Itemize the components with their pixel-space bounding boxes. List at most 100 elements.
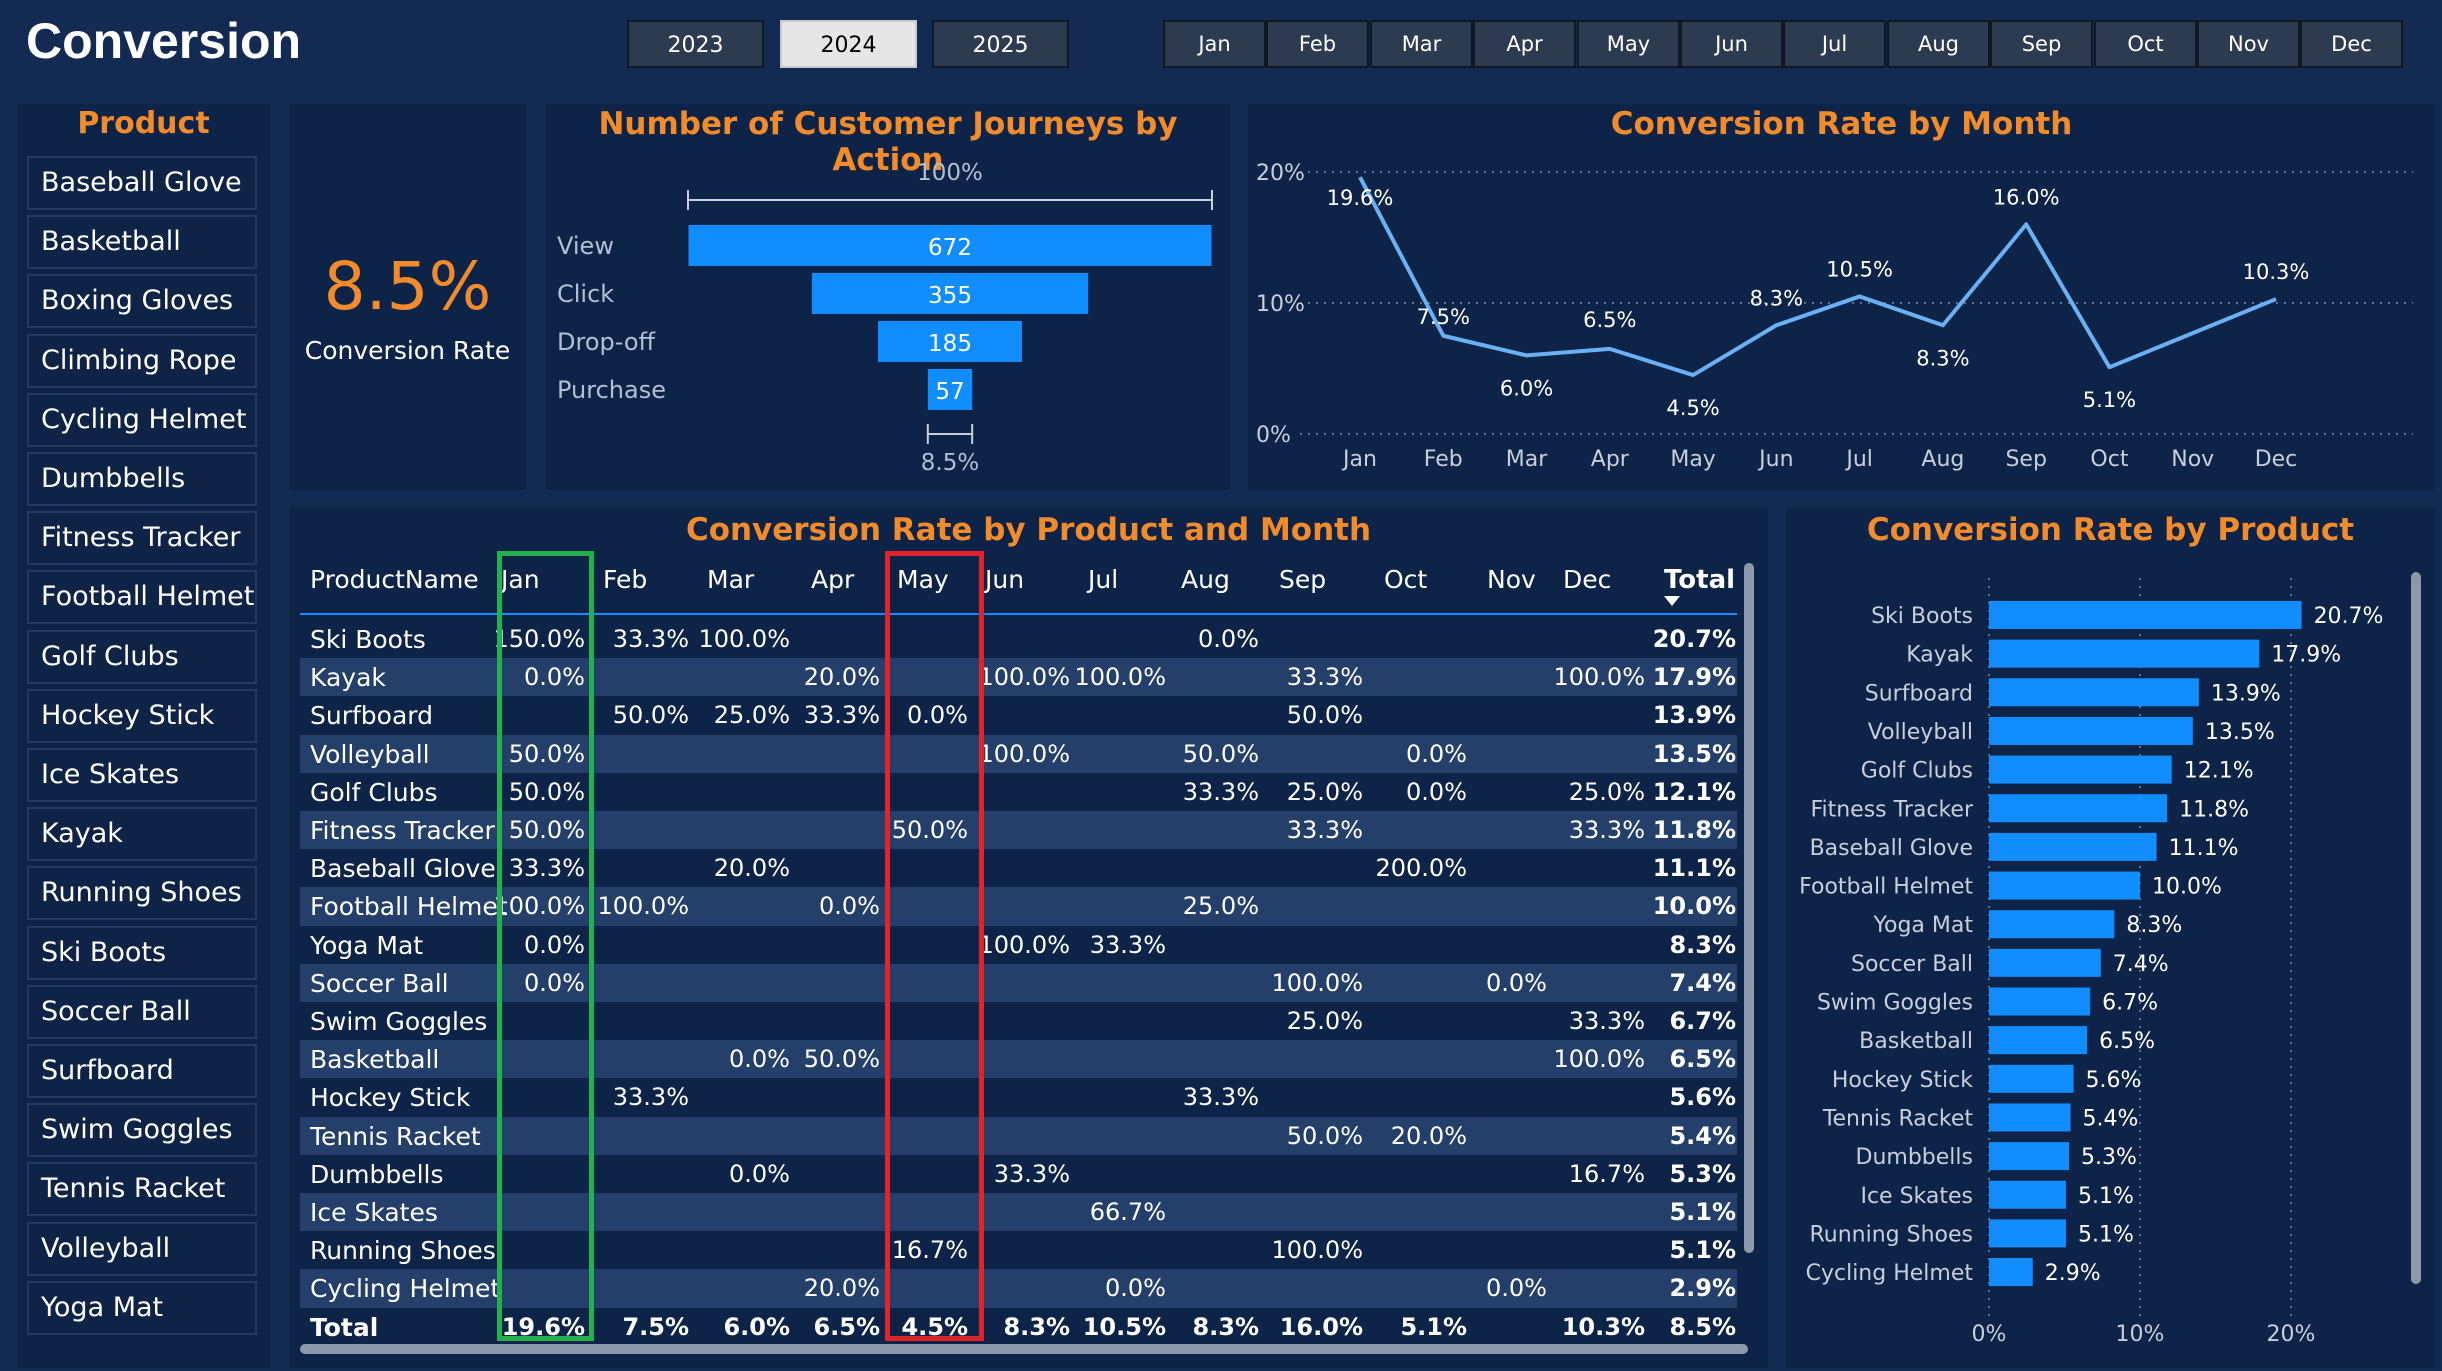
slicer-item-tennis-racket[interactable]: Tennis Racket (27, 1162, 257, 1216)
slicer-item-running-shoes[interactable]: Running Shoes (27, 866, 257, 920)
matrix-cell: 33.3% (1568, 1007, 1645, 1035)
matrix-cell: 100.0% (1271, 1236, 1363, 1265)
matrix-row-label[interactable]: Basketball (310, 1045, 440, 1075)
matrix-row-label[interactable]: Ski Boots (310, 625, 426, 654)
slicer-item-fitness-tracker[interactable]: Fitness Tracker (27, 511, 257, 565)
matrix-cell: 25.0% (1568, 777, 1645, 806)
slicer-item-yoga-mat[interactable]: Yoga Mat (27, 1281, 257, 1335)
funnel-stage-label: Drop-off (557, 328, 656, 356)
year-button-2025[interactable]: 2025 (932, 20, 1069, 68)
slicer-item-dumbbells[interactable]: Dumbbells (27, 452, 257, 506)
matrix-row-label[interactable]: Volleyball (310, 739, 430, 769)
matrix-row-label[interactable]: Cycling Helmet (310, 1274, 501, 1304)
matrix-row-label[interactable]: Dumbbells (310, 1159, 444, 1189)
slicer-item-kayak[interactable]: Kayak (27, 807, 257, 861)
matrix-row-label[interactable]: Running Shoes (310, 1236, 496, 1266)
matrix-row-label[interactable]: Baseball Glove (310, 854, 496, 884)
bar-data-label: 5.4% (2083, 1106, 2139, 1131)
year-button-2024[interactable]: 2024 (780, 20, 917, 68)
bar-data-label: 12.1% (2184, 759, 2254, 784)
sort-desc-icon[interactable] (1664, 596, 1680, 606)
matrix-total-cell: 10.3% (1561, 1312, 1645, 1341)
matrix-header-may: May (897, 565, 949, 594)
matrix-header-total: Total (1664, 565, 1736, 595)
line-data-label: 10.3% (2243, 260, 2310, 284)
matrix-header-oct: Oct (1384, 565, 1428, 594)
matrix-cell: 5.1% (1669, 1236, 1736, 1265)
matrix-header-jun: Jun (985, 565, 1025, 594)
matrix-row-label[interactable]: Fitness Tracker (310, 816, 495, 845)
bar-category-label: Football Helmet (1799, 875, 1973, 900)
slicer-item-ski-boots[interactable]: Ski Boots (27, 926, 257, 980)
month-button-jun[interactable]: Jun (1680, 20, 1783, 68)
month-button-aug[interactable]: Aug (1887, 20, 1990, 68)
slicer-item-cycling-helmet[interactable]: Cycling Helmet (27, 393, 257, 447)
matrix-row-label[interactable]: Tennis Racket (310, 1121, 481, 1151)
matrix-vertical-scrollbar[interactable] (1744, 563, 1754, 1253)
bar-category-label: Yoga Mat (1872, 913, 1973, 938)
matrix-total-cell: 10.5% (1082, 1312, 1166, 1341)
bar-cycling-helmet (1989, 1258, 2033, 1287)
matrix-cell: 33.3% (1568, 816, 1645, 844)
bar-category-label: Soccer Ball (1851, 952, 1973, 977)
matrix-row-label[interactable]: Swim Goggles (310, 1007, 488, 1036)
month-button-jul[interactable]: Jul (1783, 20, 1886, 68)
month-button-jan[interactable]: Jan (1163, 20, 1266, 68)
matrix-cell: 33.3% (612, 625, 689, 653)
line-data-label: 6.0% (1500, 376, 1553, 400)
matrix-row-label[interactable]: Kayak (310, 663, 386, 693)
line-x-tick-label: Dec (2255, 447, 2298, 472)
slicer-item-surfboard[interactable]: Surfboard (27, 1044, 257, 1098)
slicer-item-hockey-stick[interactable]: Hockey Stick (27, 689, 257, 743)
matrix-row-band (300, 963, 1737, 1002)
matrix-cell: 12.1% (1652, 777, 1736, 806)
bar-chart-scrollbar[interactable] (2411, 572, 2421, 1284)
bar-category-label: Cycling Helmet (1806, 1261, 1974, 1286)
month-button-sep[interactable]: Sep (1990, 20, 2093, 68)
matrix-total-cell: 19.6% (501, 1312, 585, 1341)
slicer-item-baseball-glove[interactable]: Baseball Glove (27, 156, 257, 210)
bar-data-label: 6.7% (2102, 991, 2158, 1016)
matrix-row-label[interactable]: Soccer Ball (310, 968, 449, 998)
matrix-cell: 33.3% (1182, 1083, 1259, 1112)
line-data-label: 4.5% (1666, 396, 1719, 420)
matrix-row-label[interactable]: Yoga Mat (310, 930, 424, 960)
slicer-item-boxing-gloves[interactable]: Boxing Gloves (27, 274, 257, 328)
year-button-2023[interactable]: 2023 (627, 20, 764, 68)
month-button-feb[interactable]: Feb (1266, 20, 1369, 68)
month-button-mar[interactable]: Mar (1370, 20, 1473, 68)
matrix-header-nov: Nov (1487, 565, 1536, 594)
month-button-oct[interactable]: Oct (2094, 20, 2197, 68)
line-data-label: 8.3% (1750, 286, 1803, 310)
slicer-item-swim-goggles[interactable]: Swim Goggles (27, 1103, 257, 1157)
matrix-row-label[interactable]: Golf Clubs (310, 777, 438, 807)
matrix-row-label[interactable]: Hockey Stick (310, 1083, 471, 1113)
line-x-tick-label: Sep (2005, 447, 2046, 472)
matrix-horizontal-scrollbar[interactable] (300, 1344, 1748, 1354)
slicer-item-football-helmet[interactable]: Football Helmet (27, 570, 257, 624)
bar-data-label: 13.9% (2211, 681, 2281, 706)
matrix-row-label[interactable]: Surfboard (310, 701, 433, 731)
month-button-apr[interactable]: Apr (1473, 20, 1576, 68)
slicer-item-ice-skates[interactable]: Ice Skates (27, 748, 257, 802)
slicer-item-climbing-rope[interactable]: Climbing Rope (27, 334, 257, 388)
bar-fitness-tracker (1989, 794, 2168, 823)
matrix-cell: 100.0% (1271, 968, 1363, 997)
bar-data-label: 10.0% (2152, 875, 2222, 900)
month-button-nov[interactable]: Nov (2197, 20, 2300, 68)
line-data-label: 19.6% (1327, 186, 1394, 210)
line-data-label: 7.5% (1417, 305, 1470, 329)
matrix-cell: 50.0% (1182, 739, 1259, 768)
bar-data-label: 5.3% (2081, 1145, 2137, 1170)
bar-volleyball (1989, 716, 2193, 745)
slicer-item-volleyball[interactable]: Volleyball (27, 1222, 257, 1276)
slicer-item-golf-clubs[interactable]: Golf Clubs (27, 630, 257, 684)
matrix-row-label[interactable]: Ice Skates (310, 1198, 438, 1227)
slicer-item-basketball[interactable]: Basketball (27, 215, 257, 269)
bar-surfboard (1989, 678, 2199, 707)
month-button-may[interactable]: May (1577, 20, 1680, 68)
bar-dumbbells (1989, 1142, 2070, 1171)
month-button-dec[interactable]: Dec (2300, 20, 2403, 68)
matrix-row-label[interactable]: Football Helmet (310, 892, 508, 922)
slicer-item-soccer-ball[interactable]: Soccer Ball (27, 985, 257, 1039)
